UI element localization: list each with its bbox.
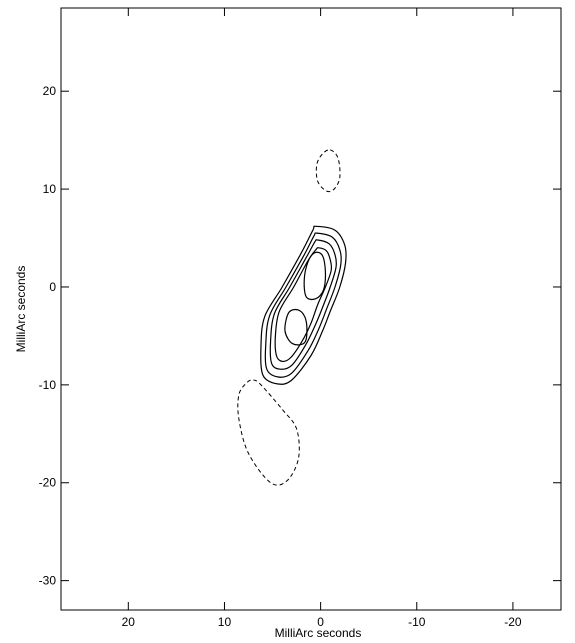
plot-frame (60, 7, 562, 611)
y-tick-label: -30 (39, 574, 57, 588)
contour-level-5 (303, 251, 327, 301)
y-tick-label: -20 (39, 476, 57, 490)
contour-level-3 (269, 239, 337, 370)
negative-contour (237, 379, 300, 486)
contour-level-4 (274, 247, 333, 363)
axis-ticks: 20 10 0 -10 -20 20 10 0 -10 -20 -30 (39, 8, 561, 629)
contour-level-5 (284, 308, 308, 346)
contour-lines (237, 149, 347, 486)
y-tick-label: -10 (39, 378, 57, 392)
negative-contour (315, 149, 341, 193)
x-tick-label: 10 (218, 615, 232, 629)
y-tick-label: 10 (43, 182, 57, 196)
contour-level-1 (260, 225, 347, 385)
contour-level-2 (264, 232, 342, 378)
x-tick-label: 20 (122, 615, 136, 629)
x-tick-label: 0 (317, 615, 324, 629)
x-tick-label: -20 (504, 615, 522, 629)
y-tick-label: 0 (49, 280, 56, 294)
x-axis-title: MilliArc seconds (275, 626, 362, 640)
y-tick-label: 20 (43, 84, 57, 98)
y-axis-title: MilliArc seconds (14, 266, 28, 353)
x-tick-label: -10 (408, 615, 426, 629)
